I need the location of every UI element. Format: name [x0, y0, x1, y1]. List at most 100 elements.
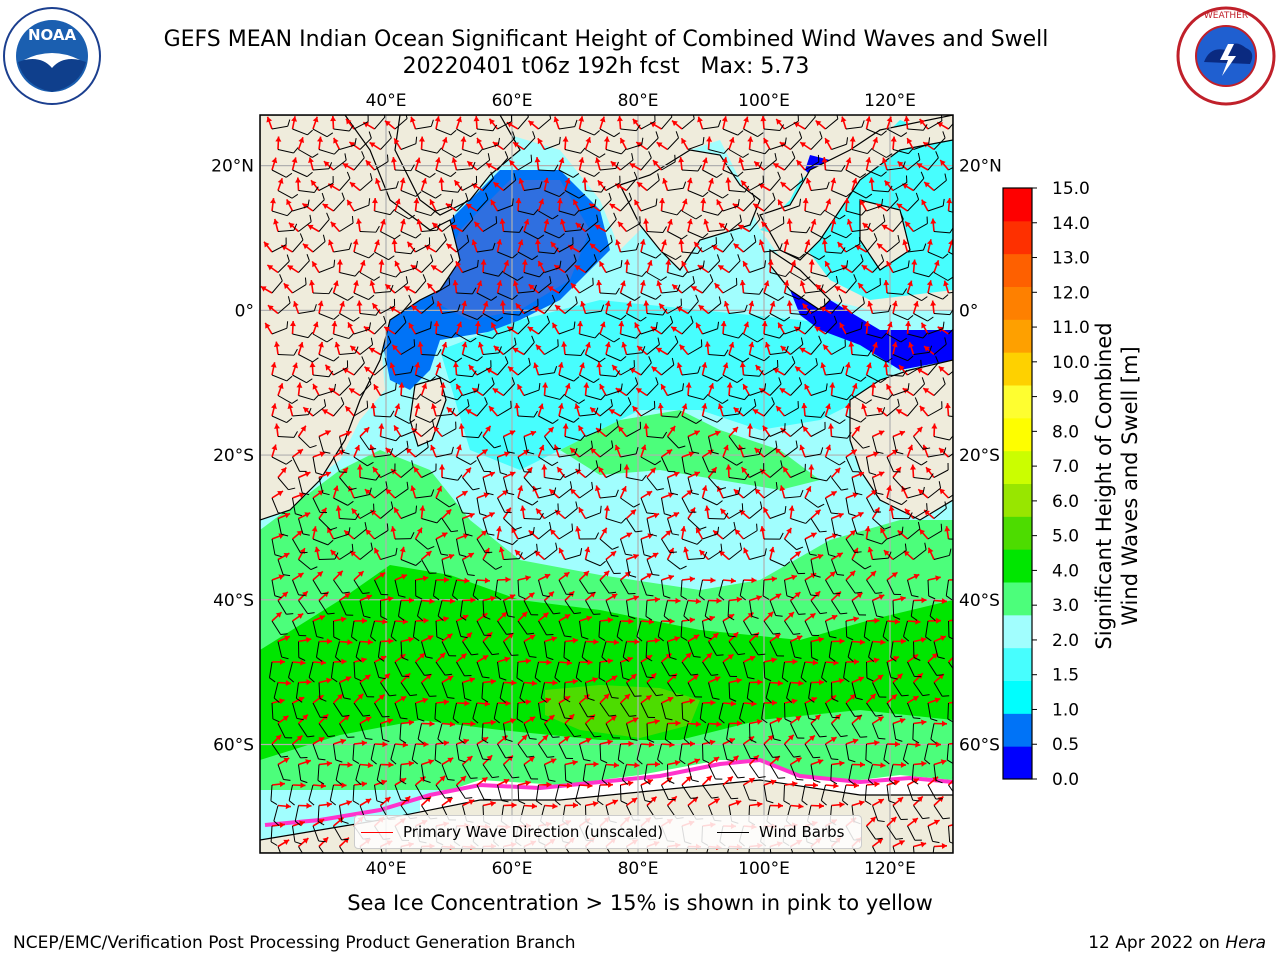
wind-barb — [476, 242, 496, 253]
wave-arrow — [556, 197, 563, 212]
wind-barb — [927, 702, 938, 722]
wave-arrow — [441, 721, 456, 728]
wave-arrow — [400, 636, 414, 643]
wave-arrow — [786, 300, 793, 314]
wave-arrow — [410, 304, 423, 315]
wind-barb — [312, 743, 326, 761]
wave-arrow — [379, 672, 391, 684]
wind-barb — [318, 313, 340, 320]
wave-arrow — [461, 300, 468, 314]
wave-arrow — [398, 382, 405, 396]
wind-barb — [722, 521, 736, 540]
wave-arrow — [271, 781, 286, 788]
wave-arrow — [456, 577, 470, 584]
wave-arrow — [763, 657, 777, 664]
wind-barb — [394, 164, 415, 172]
wind-barb — [415, 579, 423, 600]
colorbar-tick-label: 13.0 — [1052, 249, 1090, 269]
wave-arrow — [661, 574, 675, 581]
wave-arrow — [298, 637, 312, 643]
wave-arrow — [804, 572, 817, 581]
wind-barb — [277, 641, 289, 660]
wind-barb — [739, 579, 747, 601]
wind-barb — [318, 518, 338, 531]
wind-barb — [913, 436, 931, 450]
wind-barb — [948, 620, 953, 640]
wind-barb — [927, 251, 949, 259]
wave-arrow — [271, 734, 282, 745]
wind-barb — [708, 147, 729, 154]
wind-barb — [646, 431, 668, 439]
wave-arrow — [390, 157, 397, 171]
wave-arrow — [264, 322, 273, 335]
wave-arrow — [420, 550, 432, 561]
wind-barb — [728, 542, 743, 560]
wind-barb — [579, 532, 600, 540]
wave-arrow — [347, 322, 355, 335]
wind-barb — [769, 460, 783, 478]
wave-arrow — [801, 402, 808, 417]
wind-barb — [333, 579, 350, 594]
wind-barb — [680, 579, 688, 600]
wave-arrow — [538, 781, 552, 788]
wave-arrow — [579, 737, 592, 745]
wave-arrow — [318, 760, 333, 767]
wave-arrow — [579, 615, 593, 622]
wind-barb — [845, 169, 867, 178]
wind-barb — [270, 784, 278, 805]
wind-barb — [394, 276, 409, 294]
wave-arrow — [739, 361, 746, 376]
wind-barb — [411, 743, 419, 765]
wind-barb — [298, 723, 315, 738]
wave-arrow — [604, 505, 610, 519]
arabia-land — [394, 115, 521, 216]
wind-barb — [948, 251, 953, 255]
wind-barb — [277, 190, 299, 199]
wind-barb — [825, 247, 846, 254]
wave-arrow — [916, 162, 929, 171]
wave-arrow — [804, 532, 817, 540]
wave-arrow — [646, 796, 658, 807]
wave-arrow — [339, 430, 352, 438]
lon-label-bottom: 40°E — [366, 859, 407, 879]
wind-barb — [907, 292, 928, 302]
wave-arrow — [788, 505, 795, 519]
wind-barb — [415, 237, 431, 253]
wind-barb — [497, 784, 509, 803]
wave-arrow — [538, 659, 552, 666]
wave-arrow — [634, 322, 642, 335]
wind-barb — [765, 682, 772, 703]
wave-arrow — [455, 775, 467, 786]
wave-arrow — [292, 612, 304, 622]
wind-barb — [523, 846, 527, 853]
wind-barb — [728, 254, 741, 273]
wind-barb — [312, 579, 329, 595]
lon-label-bottom: 100°E — [738, 859, 790, 879]
wind-barb — [476, 456, 491, 473]
wind-barb — [910, 600, 918, 621]
wind-barb — [702, 620, 712, 640]
wave-arrow — [544, 679, 558, 686]
wave-arrow — [480, 259, 487, 273]
wind-barb — [743, 287, 764, 295]
wave-arrow — [385, 488, 396, 499]
wind-barb — [746, 682, 754, 703]
wind-barb — [681, 315, 694, 335]
wave-arrow — [662, 177, 669, 191]
wind-barb — [482, 171, 494, 191]
wave-arrow — [339, 592, 351, 602]
wind-barb — [640, 579, 654, 597]
wave-arrow — [697, 116, 704, 130]
wave-arrow — [657, 402, 664, 417]
wind-barb — [353, 251, 375, 259]
wind-barb — [353, 702, 371, 717]
wave-arrow — [512, 141, 525, 151]
wave-arrow — [742, 116, 749, 130]
wind-barb — [913, 503, 928, 519]
wave-arrow — [333, 782, 347, 789]
wind-barb — [683, 723, 690, 744]
wave-arrow — [317, 136, 323, 150]
wind-barb — [476, 661, 490, 679]
colorbar-segment — [1003, 450, 1032, 484]
wave-arrow — [625, 673, 637, 684]
